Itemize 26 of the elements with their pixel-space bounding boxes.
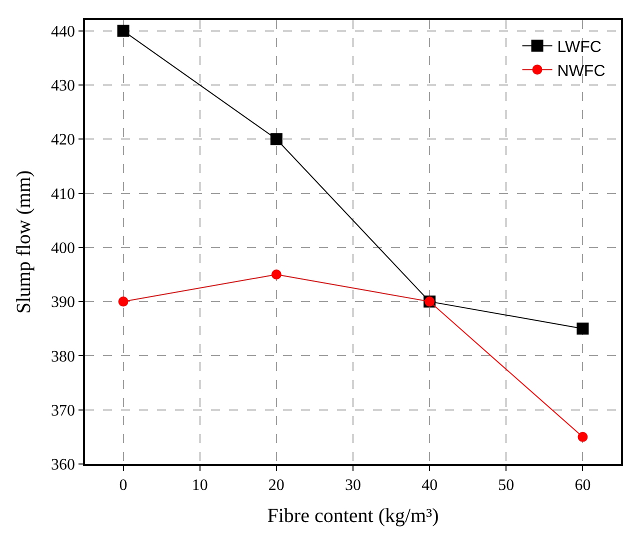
y-tick-label: 360 <box>51 456 76 474</box>
legend-label: LWFC <box>557 39 602 56</box>
y-tick-label: 390 <box>51 294 76 312</box>
x-tick-label: 20 <box>268 476 284 494</box>
y-tick-label: 420 <box>51 132 76 149</box>
x-tick-label: 60 <box>574 476 591 494</box>
y-tick-label: 440 <box>51 23 76 40</box>
y-tick-label: 430 <box>51 78 76 95</box>
legend-label: NWFC <box>557 62 606 80</box>
x-axis-title: Fibre content (kg/m³) <box>267 504 439 527</box>
x-tick-label: 30 <box>345 476 361 494</box>
point <box>271 269 282 280</box>
y-axis-title: Slump flow (mm) <box>13 170 36 314</box>
y-tick-label: 380 <box>51 348 76 366</box>
point <box>118 296 128 307</box>
point <box>270 133 282 146</box>
x-tick-label: 10 <box>192 476 208 494</box>
point <box>576 322 589 335</box>
y-tick-label: 370 <box>51 402 76 420</box>
x-tick-label: 50 <box>498 476 514 494</box>
y-tick-label: 400 <box>51 240 76 258</box>
point <box>578 432 588 442</box>
x-tick-label: 0 <box>119 476 128 494</box>
x-tick-label: 40 <box>422 476 438 494</box>
point <box>117 24 130 37</box>
y-tick-label: 410 <box>51 186 76 203</box>
